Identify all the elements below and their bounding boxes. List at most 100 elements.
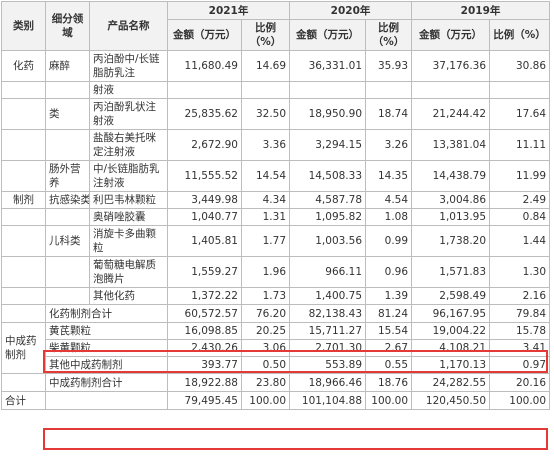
amount-2021: 1,040.77 xyxy=(167,208,242,226)
ratio-2019: 2.16 xyxy=(489,287,551,305)
ratio-2019: 1.30 xyxy=(489,256,551,288)
amount-2020: 101,104.88 xyxy=(289,391,367,410)
amount-2019: 13,381.04 xyxy=(411,129,491,161)
ratio-2019: 30.86 xyxy=(489,50,551,82)
header-amount: 金额（万元） xyxy=(167,19,242,51)
ratio-2019: 0.97 xyxy=(489,356,551,374)
ratio-2020: 0.96 xyxy=(365,256,413,288)
table-row: 化药 麻醉 丙泊酚中/长链脂肪乳注 11,680.49 14.69 36,331… xyxy=(1,50,551,82)
category-cell: 化药 xyxy=(1,50,46,82)
ratio-2019: 20.16 xyxy=(489,373,551,392)
table-row: 盐酸右美托咪定注射液 2,672.90 3.36 3,294.15 3.26 1… xyxy=(1,129,551,161)
category-cell xyxy=(1,287,46,305)
header-ratio: 比例（%） xyxy=(365,19,413,51)
product-cell: 柴黄颗粒 xyxy=(45,339,168,357)
subfield-cell: 类 xyxy=(45,98,90,130)
amount-2020: 18,950.90 xyxy=(289,98,367,130)
ratio-2021: 1.96 xyxy=(240,256,291,288)
amount-2020: 18,966.46 xyxy=(289,373,367,392)
ratio-2019: 1.44 xyxy=(489,225,551,257)
product-cell: 利巴韦林颗粒 xyxy=(89,191,168,209)
category-cell xyxy=(1,98,46,130)
ratio-2020: 0.99 xyxy=(365,225,413,257)
ratio-2021: 20.25 xyxy=(240,322,291,340)
amount-2019 xyxy=(411,81,491,99)
amount-2020: 1,095.82 xyxy=(289,208,367,226)
header-year-2020: 2020年 xyxy=(289,1,413,20)
product-cell: 消旋卡多曲颗粒 xyxy=(89,225,168,257)
total-row: 合计 79,495.45 100.00 101,104.88 100.00 12… xyxy=(1,391,551,410)
subtotal-row: 中成药制剂合计 18,922.88 23.80 18,966.46 18.76 … xyxy=(1,373,551,392)
ratio-2019: 11.11 xyxy=(489,129,551,161)
table-row: 中成药制剂 黄芪颗粒 16,098.85 20.25 15,711.27 15.… xyxy=(1,322,551,374)
product-cell: 射液 xyxy=(89,81,168,99)
category-cell xyxy=(1,160,46,192)
amount-2019: 2,598.49 xyxy=(411,287,491,305)
amount-2020: 553.89 xyxy=(289,356,367,374)
ratio-2019: 2.49 xyxy=(489,191,551,209)
amount-2020: 966.11 xyxy=(289,256,367,288)
amount-2021: 2,672.90 xyxy=(167,129,242,161)
ratio-2020: 1.39 xyxy=(365,287,413,305)
table-row: 制剂 抗感染类 利巴韦林颗粒 3,449.98 4.34 4,587.78 4.… xyxy=(1,191,551,209)
ratio-2019: 79.84 xyxy=(489,304,551,323)
ratio-2019: 11.99 xyxy=(489,160,551,192)
subfield-cell: 麻醉 xyxy=(45,50,90,82)
amount-2020: 15,711.27 xyxy=(289,322,367,340)
product-cell: 其他中成药制剂 xyxy=(45,356,168,374)
header-amount: 金额（万元） xyxy=(411,19,491,51)
amount-2019: 14,438.79 xyxy=(411,160,491,192)
amount-2019: 3,004.86 xyxy=(411,191,491,209)
category-cell xyxy=(1,225,46,257)
amount-2019: 4,108.21 xyxy=(411,339,491,357)
ratio-2021: 32.50 xyxy=(240,98,291,130)
amount-2019: 96,167.95 xyxy=(411,304,491,323)
amount-2021: 16,098.85 xyxy=(167,322,242,340)
table-row: 葡萄糖电解质泡腾片 1,559.27 1.96 966.11 0.96 1,57… xyxy=(1,256,551,288)
table-row: 儿科类 消旋卡多曲颗粒 1,405.81 1.77 1,003.56 0.99 … xyxy=(1,225,551,257)
ratio-2020: 3.26 xyxy=(365,129,413,161)
category-cell xyxy=(1,208,46,226)
product-cell: 中/长链脂肪乳注射液 xyxy=(89,160,168,192)
ratio-2019: 17.64 xyxy=(489,98,551,130)
header-category: 类别 xyxy=(1,1,46,51)
header-ratio: 比例（%） xyxy=(240,19,291,51)
ratio-2020: 15.54 xyxy=(365,322,413,340)
category-cell: 制剂 xyxy=(1,191,46,209)
ratio-2021: 14.54 xyxy=(240,160,291,192)
subfield-cell xyxy=(45,129,90,161)
amount-2019: 24,282.55 xyxy=(411,373,491,392)
ratio-2021: 100.00 xyxy=(240,391,291,410)
amount-2021: 1,559.27 xyxy=(167,256,242,288)
subfield-cell xyxy=(45,287,90,305)
subfield-cell xyxy=(45,208,90,226)
product-cell: 黄芪颗粒 xyxy=(45,322,168,340)
product-cell: 盐酸右美托咪定注射液 xyxy=(89,129,168,161)
amount-2019: 19,004.22 xyxy=(411,322,491,340)
product-cell xyxy=(45,391,168,410)
ratio-2019: 100.00 xyxy=(489,391,551,410)
ratio-2020: 35.93 xyxy=(365,50,413,82)
subtotal-label: 中成药制剂合计 xyxy=(45,373,168,392)
amount-2020: 82,138.43 xyxy=(289,304,367,323)
header-year-2021: 2021年 xyxy=(166,1,291,20)
table-row: 奥硝唑胶囊 1,040.77 1.31 1,095.82 1.08 1,013.… xyxy=(1,208,551,226)
amount-2020 xyxy=(289,81,367,99)
category-cell xyxy=(1,129,46,161)
subtotal-label: 化药制剂合计 xyxy=(45,304,168,323)
table-row: 射液 xyxy=(1,81,551,99)
header-product: 产品名称 xyxy=(89,1,168,51)
total-label: 合计 xyxy=(1,391,46,410)
ratio-2020: 18.74 xyxy=(365,98,413,130)
category-cell: 中成药制剂 xyxy=(1,322,46,374)
product-cell: 其他化药 xyxy=(89,287,168,305)
table-row: 其他化药 1,372.22 1.73 1,400.75 1.39 2,598.4… xyxy=(1,287,551,305)
table-row: 肠外营养 中/长链脂肪乳注射液 11,555.52 14.54 14,508.3… xyxy=(1,160,551,192)
amount-2021: 60,572.57 xyxy=(167,304,242,323)
amount-2019: 120,450.50 xyxy=(411,391,491,410)
subtotal-row: 化药制剂合计 60,572.57 76.20 82,138.43 81.24 9… xyxy=(1,304,551,323)
header-subfield: 细分领域 xyxy=(45,1,90,51)
subfield-cell xyxy=(45,256,90,288)
ratio-2020 xyxy=(365,81,413,99)
table-row: 柴黄颗粒 2,430.26 3.06 2,701.30 2.67 4,108.2… xyxy=(2,339,551,357)
